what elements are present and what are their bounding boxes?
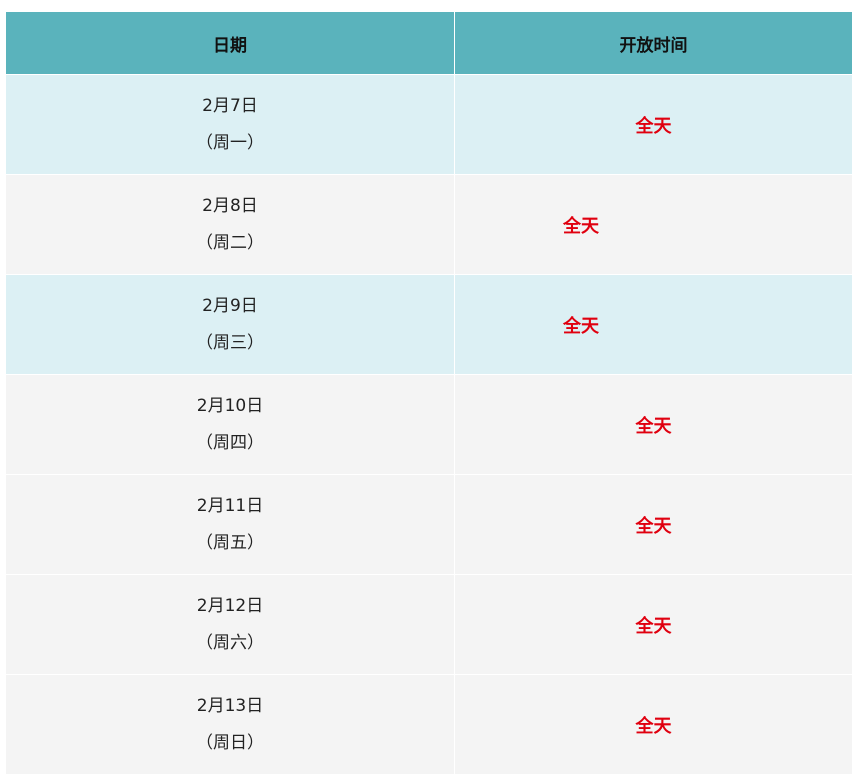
weekday: （周日） xyxy=(196,733,264,753)
date: 2月7日 xyxy=(202,96,258,116)
opening-hours-table: 日期 开放时间 2月7日 （周一） 全天 2月8日 （周二） 全天 2月9日 （周三）… xyxy=(6,12,852,774)
weekday: （周四） xyxy=(196,433,264,453)
date: 2月10日 xyxy=(197,396,263,416)
table-row: 2月12日 （周六） 全天 xyxy=(6,575,852,675)
date: 2月8日 xyxy=(202,196,258,216)
header-hours: 开放时间 xyxy=(455,12,853,75)
hours: 全天 xyxy=(455,275,853,375)
hours: 全天 xyxy=(455,75,853,175)
table-header: 日期 开放时间 xyxy=(6,12,852,75)
date: 2月9日 xyxy=(202,296,258,316)
hours: 全天 xyxy=(455,575,853,675)
weekday: （周一） xyxy=(196,133,264,153)
date: 2月11日 xyxy=(197,496,263,516)
table-row: 2月13日 （周日） 全天 xyxy=(6,675,852,774)
hours: 全天 xyxy=(455,175,853,275)
table-row: 2月8日 （周二） 全天 xyxy=(6,175,852,275)
hours: 全天 xyxy=(455,475,853,575)
table-row: 2月9日 （周三） 全天 xyxy=(6,275,852,375)
date: 2月12日 xyxy=(197,596,263,616)
table-row: 2月10日 （周四） 全天 xyxy=(6,375,852,475)
weekday: （周六） xyxy=(196,633,264,653)
table-row: 2月11日 （周五） 全天 xyxy=(6,475,852,575)
weekday: （周三） xyxy=(196,333,264,353)
hours: 全天 xyxy=(455,675,853,774)
weekday: （周五） xyxy=(196,533,264,553)
table-row: 2月7日 （周一） 全天 xyxy=(6,75,852,175)
weekday: （周二） xyxy=(196,233,264,253)
header-date: 日期 xyxy=(6,12,455,75)
hours: 全天 xyxy=(455,375,853,475)
date: 2月13日 xyxy=(197,696,263,716)
